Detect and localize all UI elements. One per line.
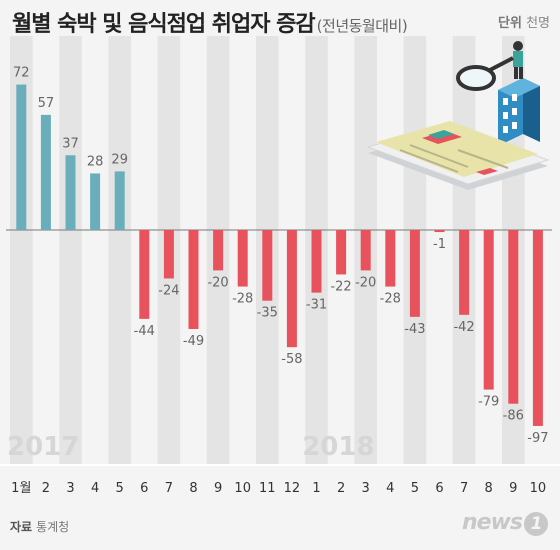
chart-title: 월별 숙박 및 음식점업 취업자 증감 (전년동월대비) [12, 6, 408, 38]
bar-3 [65, 155, 76, 230]
unit-label: 단위 [498, 16, 522, 31]
bar-1 [16, 84, 27, 230]
value-label: 57 [38, 96, 55, 111]
building-illustration [498, 78, 540, 146]
x-tick-label: 4 [91, 481, 99, 496]
x-tick-labels: 1월 2 3 4 5 6 7 8 9 10 11 12 1 2 3 4 5 6 7 8 9 10 [11, 481, 546, 496]
column-stripe [10, 36, 33, 465]
x-tick-label: 7 [165, 481, 173, 496]
x-tick-label: 6 [140, 481, 148, 496]
bar-6 [139, 230, 150, 319]
source-label: 자료 [10, 520, 33, 534]
x-tick-label: 12 [284, 481, 301, 496]
bar-16 [385, 230, 396, 287]
value-label: -97 [527, 431, 548, 446]
bars [16, 84, 543, 426]
value-label: -86 [503, 409, 524, 424]
bar-12 [286, 230, 297, 348]
unit-value: 천명 [526, 16, 550, 31]
value-label: -20 [355, 275, 376, 290]
x-tick-label: 6 [435, 481, 443, 496]
logo-text: news [461, 510, 523, 535]
bar-11 [262, 230, 273, 301]
x-tick-label: 4 [386, 481, 394, 496]
x-tick-label: 11 [259, 481, 276, 496]
logo-mark: 1 [524, 512, 548, 536]
x-tick-label: 5 [116, 481, 124, 496]
bar-5 [114, 171, 125, 230]
bar-13 [311, 230, 322, 293]
bar-8 [188, 230, 199, 329]
value-label: -1 [433, 237, 446, 252]
news1-logo: news 1 [462, 510, 548, 536]
x-tick-label: 9 [214, 481, 222, 496]
illustration [366, 41, 550, 190]
bar-14 [336, 230, 347, 275]
x-tick-label: 1 [312, 481, 320, 496]
bar-2 [40, 114, 51, 230]
x-tick-label: 9 [509, 481, 517, 496]
year-label: 2018 [302, 432, 374, 462]
value-label: 37 [62, 136, 79, 151]
value-label: -22 [330, 279, 351, 294]
value-label: -31 [306, 298, 327, 313]
year-labels: 2017 2018 [7, 432, 375, 462]
magnifier-icon [456, 56, 514, 91]
bar-20 [483, 230, 494, 390]
title-text: 월별 숙박 및 음식점업 취업자 증감 [12, 12, 316, 37]
source-note: 자료 통계청 [10, 518, 69, 535]
bar-9 [213, 230, 224, 271]
bar-22 [532, 230, 543, 426]
chart-subtitle: (전년동월대비) [316, 17, 408, 35]
bar-21 [508, 230, 519, 404]
x-tick-label: 8 [189, 481, 197, 496]
x-tick-label: 10 [234, 481, 251, 496]
bar-17 [409, 230, 420, 317]
value-label: -44 [134, 324, 155, 339]
bar-19 [459, 230, 470, 315]
bar-4 [90, 173, 101, 230]
value-label: -79 [478, 395, 499, 410]
value-label: -24 [158, 283, 179, 298]
value-label: -49 [183, 334, 204, 349]
year-label: 2017 [7, 432, 79, 462]
value-label: 72 [13, 66, 30, 81]
value-labels: 72 57 37 28 29 -44 -24 -49 -20 -28 -35 -58 -31-22 -20… [13, 66, 548, 446]
x-tick-label: 3 [362, 481, 370, 496]
bar-10 [237, 230, 248, 287]
value-label: -35 [257, 306, 278, 321]
value-label: -28 [232, 292, 253, 307]
value-label: 29 [111, 152, 128, 167]
x-tick-label: 10 [530, 481, 547, 496]
value-label: 28 [87, 154, 104, 169]
x-tick-label: 3 [66, 481, 74, 496]
x-tick-label: 2 [42, 481, 50, 496]
bar-18 [434, 230, 445, 233]
person-illustration [513, 41, 523, 79]
source-value: 통계청 [36, 520, 70, 534]
x-tick-label: 1월 [11, 481, 31, 496]
value-label: -43 [404, 322, 425, 337]
value-label: -58 [281, 352, 302, 367]
value-label: -20 [207, 275, 228, 290]
unit-note: 단위 천명 [498, 12, 550, 31]
x-tick-label: 2 [337, 481, 345, 496]
x-tick-label: 7 [460, 481, 468, 496]
value-label: -42 [453, 320, 474, 335]
x-tick-label: 5 [411, 481, 419, 496]
bar-15 [360, 230, 371, 271]
bar-7 [163, 230, 174, 279]
column-stripe [108, 36, 131, 465]
column-stripe [59, 36, 82, 465]
value-label: -28 [380, 292, 401, 307]
x-tick-label: 8 [485, 481, 493, 496]
document-illustration [366, 121, 550, 190]
